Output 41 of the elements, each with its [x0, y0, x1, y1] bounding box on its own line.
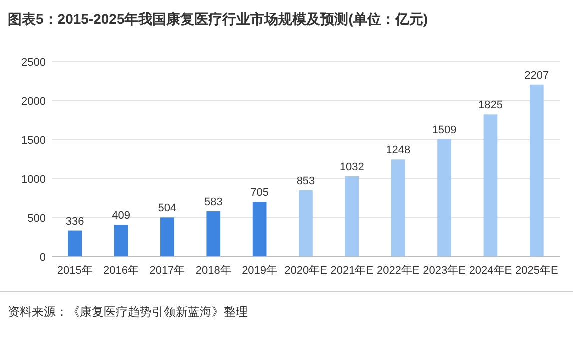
x-tick-label: 2023年E [423, 265, 466, 277]
bar [68, 230, 82, 257]
y-tick-label: 1000 [22, 174, 46, 186]
data-label: 504 [158, 202, 177, 215]
y-tick-label: 1500 [22, 135, 46, 147]
x-tick-label: 2017年 [150, 265, 186, 277]
bar [484, 114, 498, 257]
text: 资料来源：《康复医疗趋势引领新蓝海》整理 [8, 305, 248, 319]
y-tick-label: 2500 [22, 57, 46, 69]
bar [206, 212, 221, 257]
data-label: 336 [66, 216, 84, 228]
y-tick-label: 500 [28, 213, 46, 225]
bar [160, 218, 174, 257]
x-tick-label: 2025年E [516, 265, 558, 277]
bar [530, 84, 544, 257]
bar [252, 202, 267, 257]
y-tick-label: 0 [40, 252, 46, 264]
bar [299, 190, 313, 257]
data-label: 1825 [478, 100, 503, 112]
x-tick-label: 2024年E [469, 265, 512, 277]
x-tick-label: 2016年 [104, 265, 140, 277]
x-tick-label: 2022年E [376, 265, 420, 277]
y-tick-label: 2000 [22, 96, 46, 108]
x-tick-label: 2015年 [57, 265, 93, 277]
chart-title: 图表5：2015-2025年我国康复医疗行业市场规模及预测(单位：亿元) [8, 11, 428, 27]
bar [391, 160, 406, 257]
data-label: 1509 [432, 124, 457, 136]
bar [114, 225, 128, 257]
bar [345, 176, 360, 257]
x-tick-label: 2021年E [330, 265, 374, 277]
data-label: 409 [112, 210, 130, 222]
data-label: 1032 [340, 162, 364, 174]
x-tick-label: 2019年 [242, 265, 278, 277]
bar [438, 139, 452, 257]
data-label: 1248 [386, 144, 411, 157]
data-label: 853 [296, 175, 316, 188]
x-tick-label: 2018年 [196, 265, 232, 277]
data-label: 2207 [524, 70, 550, 82]
data-label: 583 [204, 196, 223, 209]
x-tick-label: 2020年E [284, 265, 328, 277]
data-label: 705 [250, 187, 269, 200]
